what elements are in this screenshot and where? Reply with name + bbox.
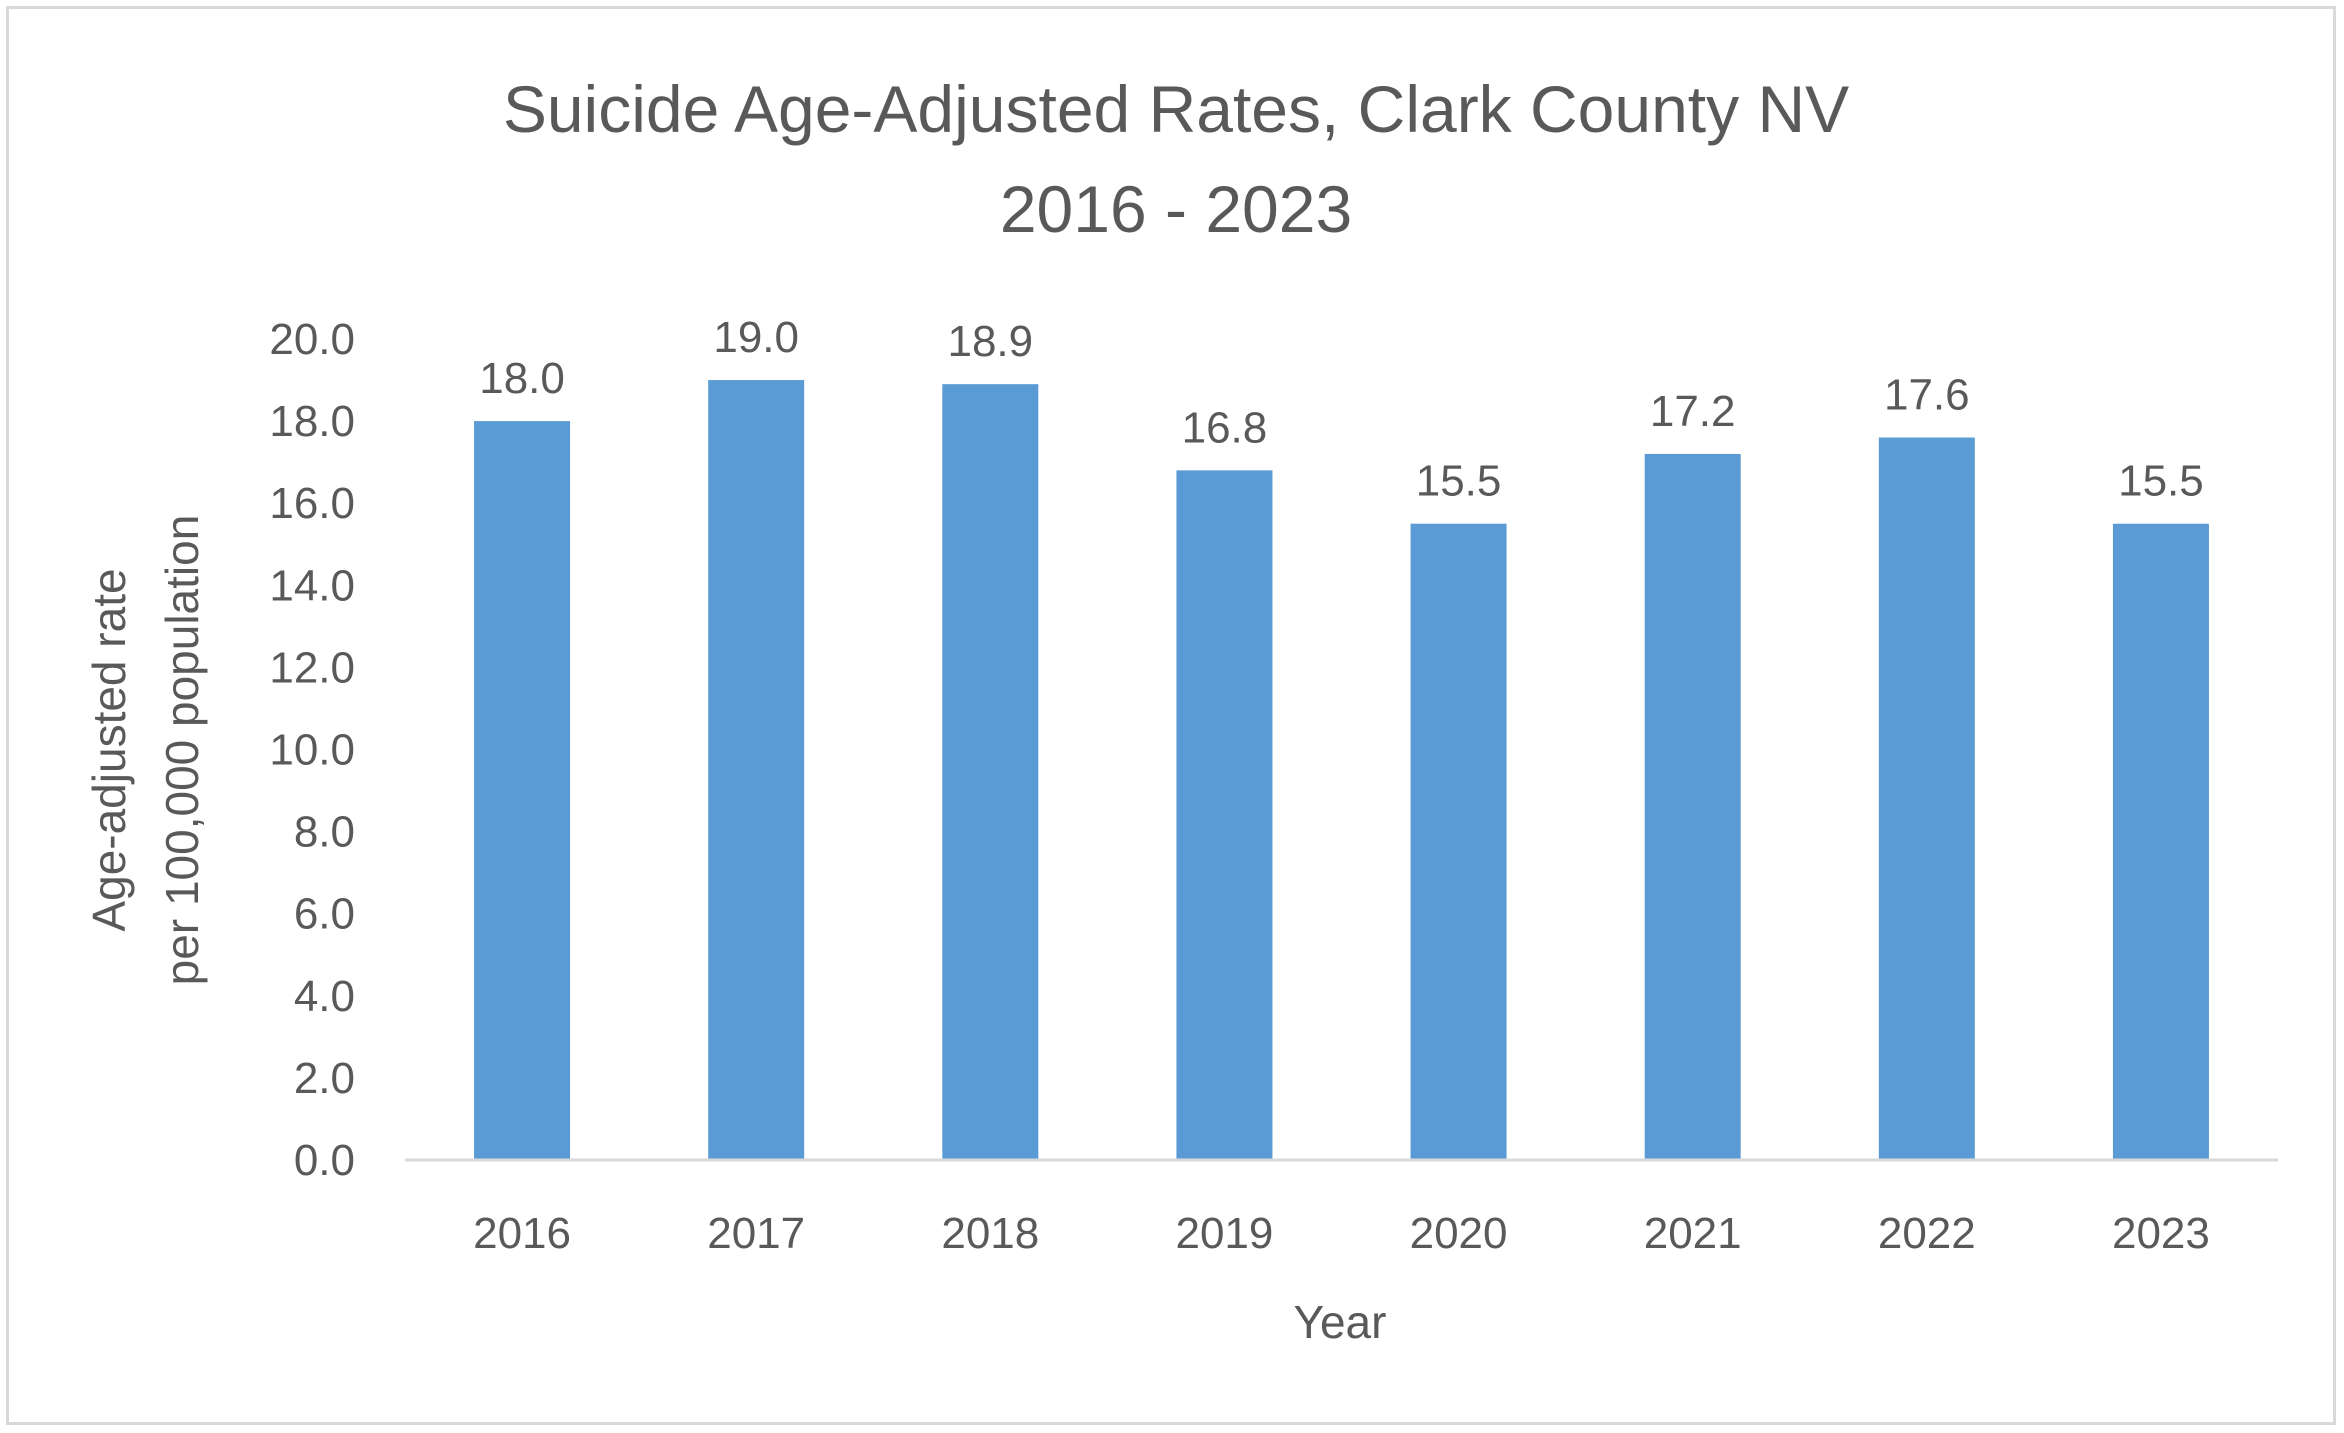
- bars: [474, 380, 2209, 1161]
- y-tick-label: 14.0: [269, 561, 355, 610]
- y-tick-label: 2.0: [294, 1054, 355, 1103]
- bar-2016: [474, 421, 571, 1161]
- x-axis-tick-labels: 2016 2017 2018 2019 2020 2021 2022 2023: [473, 1209, 2210, 1258]
- data-label-2018: 18.9: [947, 317, 1033, 366]
- data-label-2022: 17.6: [1884, 371, 1970, 420]
- y-tick-label: 20.0: [269, 315, 355, 364]
- y-tick-label: 0.0: [294, 1136, 355, 1185]
- y-axis-tick-labels: 0.0 2.0 4.0 6.0 8.0 10.0 12.0 14.0 16.0 18.0 20.0: [269, 315, 355, 1185]
- y-tick-label: 12.0: [269, 643, 355, 692]
- data-label-2020: 15.5: [1416, 457, 1502, 506]
- data-label-2019: 16.8: [1182, 403, 1268, 452]
- y-tick-label: 6.0: [294, 890, 355, 939]
- data-label-2016: 18.0: [479, 354, 565, 403]
- x-tick-label-2020: 2020: [1410, 1209, 1508, 1258]
- chart-title-line-1: Suicide Age-Adjusted Rates, Clark County…: [503, 72, 1849, 146]
- x-tick-label-2018: 2018: [941, 1209, 1039, 1258]
- bar-2021: [1644, 453, 1741, 1160]
- x-tick-label-2021: 2021: [1644, 1209, 1742, 1258]
- x-tick-label-2022: 2022: [1878, 1209, 1976, 1258]
- x-tick-label-2017: 2017: [707, 1209, 805, 1258]
- bar-2018: [942, 384, 1039, 1160]
- x-tick-label-2016: 2016: [473, 1209, 571, 1258]
- bar-2022: [1878, 437, 1975, 1160]
- bar-2017: [708, 380, 805, 1160]
- bar-2019: [1176, 470, 1273, 1160]
- bar-2023: [2112, 523, 2209, 1160]
- x-tick-label-2023: 2023: [2112, 1209, 2210, 1258]
- chart-title-line-2: 2016 - 2023: [1000, 172, 1352, 246]
- bar-2020: [1410, 523, 1507, 1160]
- data-labels: 18.0 19.0 18.9 16.8 15.5 17.2 17.6 15.5: [479, 313, 2204, 506]
- y-tick-label: 18.0: [269, 397, 355, 446]
- data-label-2017: 19.0: [713, 313, 799, 362]
- y-tick-label: 10.0: [269, 726, 355, 775]
- y-axis-title-line-2: per 100,000 population: [156, 515, 208, 986]
- y-tick-label: 4.0: [294, 972, 355, 1021]
- data-label-2023: 15.5: [2118, 457, 2204, 506]
- y-axis-title-line-1: Age-adjusted rate: [83, 568, 135, 931]
- x-tick-label-2019: 2019: [1175, 1209, 1273, 1258]
- y-tick-label: 8.0: [294, 808, 355, 857]
- y-tick-label: 16.0: [269, 479, 355, 528]
- x-axis-title: Year: [1294, 1296, 1387, 1348]
- data-label-2021: 17.2: [1650, 387, 1736, 436]
